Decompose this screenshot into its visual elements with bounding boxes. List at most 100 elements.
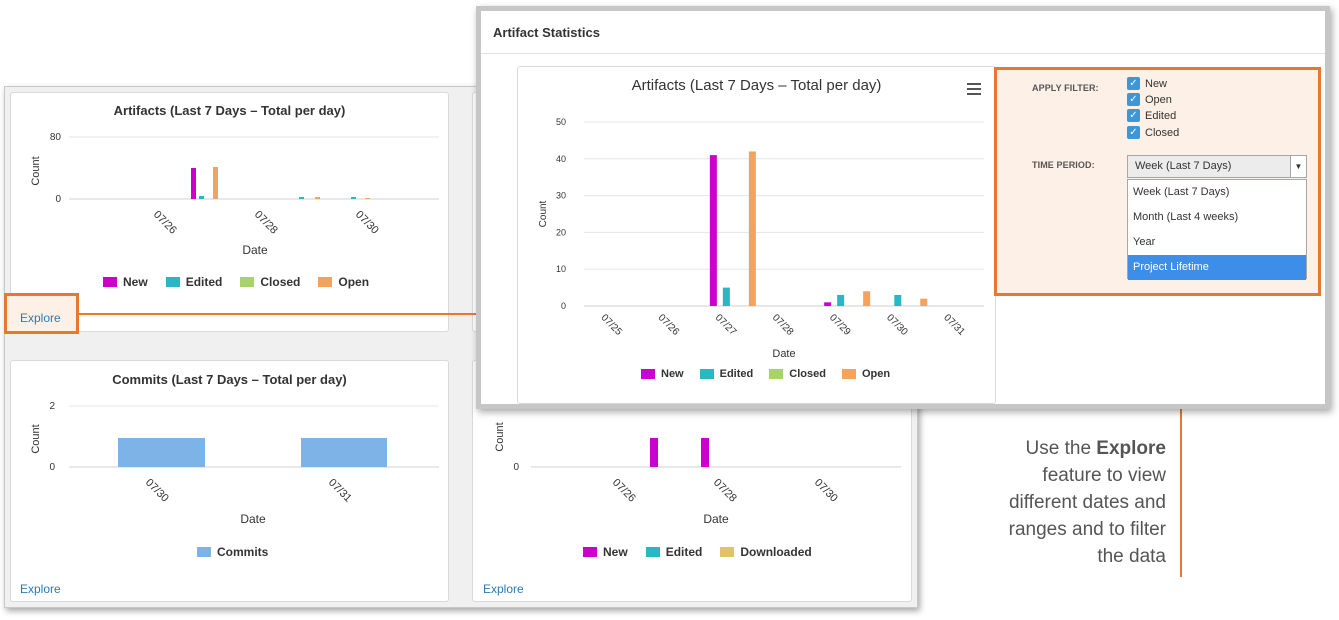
legend-item-new[interactable]: New — [583, 545, 628, 559]
checkbox-new[interactable]: ✓ New — [1127, 77, 1167, 90]
artifacts-panel: Artifacts (Last 7 Days – Total per day) … — [10, 92, 449, 332]
legend-swatch — [165, 277, 180, 287]
x-tick-label: 07/30 — [884, 312, 910, 338]
checkbox-open[interactable]: ✓ Open — [1127, 93, 1172, 106]
y-tick-label: 0 — [561, 301, 566, 311]
legend-swatch — [841, 369, 856, 379]
checkmark-icon: ✓ — [1127, 109, 1140, 122]
select-value: Week (Last 7 Days) — [1135, 160, 1232, 172]
commits-panel: Commits (Last 7 Days – Total per day) Co… — [10, 360, 449, 602]
legend-item-closed[interactable]: Closed — [769, 368, 826, 380]
bar-commits-0730 — [118, 438, 205, 467]
x-tick-label: 07/26 — [151, 209, 179, 237]
x-tick-label: 07/30 — [812, 477, 840, 505]
artifact-statistics-modal: Artifact Statistics Artifacts (Last 7 Da… — [476, 6, 1330, 409]
modal-chart-panel: Artifacts (Last 7 Days – Total per day) … — [517, 66, 996, 404]
legend-label: Edited — [665, 545, 703, 559]
x-axis-label: Date — [240, 512, 266, 526]
legend-item-open[interactable]: Open — [318, 275, 369, 289]
annotation-line: feature to view — [1042, 465, 1166, 486]
legend-item-edited[interactable]: Edited — [165, 275, 223, 289]
modal-title: Artifact Statistics — [493, 25, 600, 40]
legend-label: New — [661, 368, 684, 380]
x-tick-label: 07/25 — [598, 312, 624, 338]
chevron-down-icon[interactable]: ▼ — [1290, 156, 1306, 177]
legend-swatch — [645, 547, 660, 557]
documents-explore-link[interactable]: Explore — [483, 582, 524, 596]
hamburger-menu-icon[interactable] — [967, 83, 981, 95]
x-axis-label: Date — [242, 243, 268, 257]
legend-item-commits[interactable]: Commits — [197, 545, 268, 559]
modal-bar-chart: Count 0 10 20 30 40 50 07/25 07/26 07/27 07/28 07/2… — [538, 117, 984, 360]
legend-item-new[interactable]: New — [103, 275, 148, 289]
legend-item-downloaded[interactable]: Downloaded — [720, 545, 812, 559]
bar-edited-0730 — [351, 197, 356, 199]
y-tick-label: 2 — [49, 401, 55, 412]
bar-commits-0731 — [301, 438, 387, 467]
bar-open-0730 — [920, 298, 928, 306]
legend-label: Open — [861, 368, 891, 380]
x-axis-label: Date — [772, 348, 795, 360]
legend-swatch — [103, 277, 117, 287]
commits-explore-link[interactable]: Explore — [20, 582, 61, 596]
legend-swatch — [769, 369, 784, 379]
legend-label: Edited — [185, 275, 223, 289]
legend-item-new[interactable]: New — [641, 368, 684, 380]
option-month[interactable]: Month (Last 4 weeks) — [1133, 211, 1239, 223]
y-axis-label: Count — [30, 424, 42, 453]
x-tick-label: 07/26 — [610, 477, 638, 505]
legend-swatch — [641, 369, 655, 379]
bar-new-0727 — [191, 168, 196, 199]
y-tick-label: 30 — [556, 191, 566, 201]
bar-open-0727 — [748, 151, 756, 306]
documents-panel-chart: Count 0 07/26 07/28 07/30 Date — [494, 422, 901, 526]
y-axis-label: Count — [538, 200, 549, 227]
y-tick-label: 0 — [513, 462, 519, 473]
y-tick-label: 10 — [556, 264, 566, 274]
modal-chart-legend: New Edited Closed Open — [641, 368, 890, 380]
option-week[interactable]: Week (Last 7 Days) — [1133, 186, 1230, 198]
option-project-lifetime[interactable]: Project Lifetime — [1128, 255, 1306, 280]
legend-item-edited[interactable]: Edited — [699, 368, 754, 380]
checkbox-closed[interactable]: ✓ Closed — [1127, 126, 1179, 139]
bar-edited-0729 — [837, 294, 845, 306]
legend-label: Edited — [719, 368, 754, 380]
legend-swatch — [197, 547, 211, 557]
commits-panel-title: Commits (Last 7 Days – Total per day) — [112, 372, 347, 387]
legend-item-open[interactable]: Open — [841, 368, 891, 380]
annotation-prefix: Use the — [1025, 438, 1097, 459]
y-tick-label: 0 — [55, 194, 61, 205]
bar-edited-0727 — [722, 287, 730, 306]
legend-swatch — [699, 369, 714, 379]
x-tick-label: 07/27 — [713, 312, 739, 338]
legend-label: New — [603, 545, 628, 559]
time-period-select[interactable]: Week (Last 7 Days) ▼ — [1127, 155, 1307, 178]
documents-legend: New Edited Downloaded — [583, 545, 812, 559]
bar-new-0727 — [709, 155, 717, 306]
checkbox-label: New — [1145, 77, 1168, 90]
x-tick-label: 07/28 — [770, 312, 796, 338]
legend-label: Open — [338, 275, 370, 289]
artifacts-explore-link[interactable]: Explore — [20, 311, 61, 325]
bar-new-0729 — [824, 302, 832, 306]
bar-open-0730 — [365, 198, 370, 199]
checkmark-icon: ✓ — [1127, 126, 1140, 139]
legend-item-edited[interactable]: Edited — [645, 545, 703, 559]
option-year[interactable]: Year — [1133, 236, 1156, 248]
legend-swatch — [240, 277, 255, 287]
annotation-line: the data — [1097, 546, 1166, 567]
artifacts-panel-chart: Count 80 0 07/26 07/28 07/30 Date — [30, 132, 439, 257]
legend-item-closed[interactable]: Closed — [240, 275, 300, 289]
bar-open-0729 — [315, 197, 320, 199]
checkbox-edited[interactable]: ✓ Edited — [1127, 109, 1176, 122]
x-tick-label: 07/28 — [252, 209, 280, 237]
bar-open-0729 — [863, 291, 871, 306]
x-tick-label: 07/28 — [711, 477, 739, 505]
time-period-options: Week (Last 7 Days) Month (Last 4 weeks) … — [1127, 179, 1307, 280]
y-axis-label: Count — [30, 156, 42, 185]
artifacts-panel-title: Artifacts (Last 7 Days – Total per day) — [113, 103, 346, 118]
modal-divider — [481, 53, 1325, 54]
bar-open-0727 — [213, 167, 218, 199]
explore-highlight-box — [4, 293, 79, 334]
legend-label: Downloaded — [740, 545, 812, 559]
